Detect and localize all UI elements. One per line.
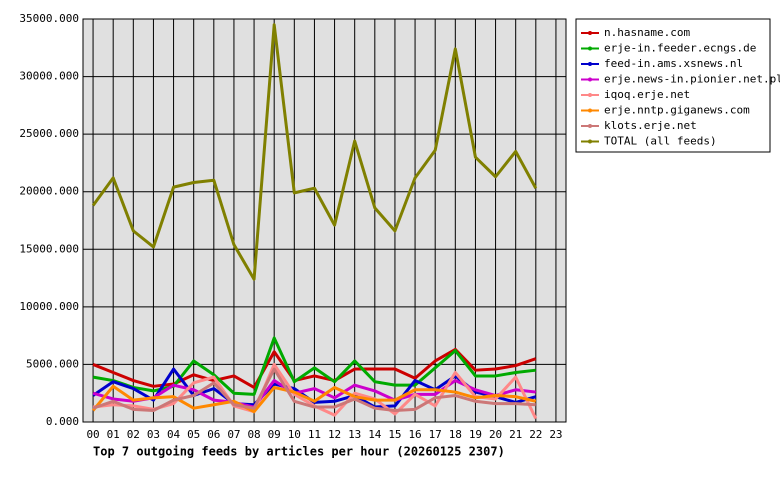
x-tick-label: 04 (167, 428, 181, 441)
series-line (92, 367, 536, 412)
legend-label: feed-in.ams.xsnews.nl (604, 57, 743, 70)
x-tick-label: 01 (107, 428, 120, 441)
x-tick-label: 22 (529, 428, 542, 441)
y-tick-label: 5000.000 (26, 357, 79, 370)
x-tick-label: 07 (227, 428, 240, 441)
x-tick-label: 16 (408, 428, 421, 441)
legend-marker (588, 31, 592, 35)
x-tick-label: 15 (388, 428, 401, 441)
x-tick-label: 13 (348, 428, 361, 441)
legend-marker (588, 124, 592, 128)
x-tick-label: 20 (489, 428, 502, 441)
series-line (91, 23, 538, 281)
legend-label: TOTAL (all feeds) (604, 135, 717, 148)
y-tick-label: 20000.000 (19, 185, 79, 198)
series-line (91, 384, 537, 414)
x-tick-label: 17 (429, 428, 442, 441)
x-tick-label: 05 (187, 428, 200, 441)
x-tick-label: 21 (509, 428, 522, 441)
x-tick-label: 12 (328, 428, 341, 441)
legend-label: erje.nntp.giganews.com (604, 104, 750, 117)
x-tick-label: 14 (368, 428, 382, 441)
y-tick-label: 30000.000 (19, 70, 79, 83)
series-line (92, 379, 536, 409)
legend-label: erje.news-in.pionier.net.pl (604, 73, 780, 86)
y-tick-label: 10000.000 (19, 300, 79, 313)
x-tick-label: 06 (207, 428, 220, 441)
legend-marker (588, 93, 592, 97)
legend-marker (588, 77, 592, 82)
legend-marker (588, 139, 592, 144)
legend-marker (588, 108, 592, 113)
legend-label: iqoq.erje.net (604, 88, 690, 101)
y-tick-label: 15000.000 (19, 242, 79, 255)
x-tick-label: 09 (268, 428, 281, 441)
x-tick-label: 02 (127, 428, 140, 441)
x-tick-label: 19 (469, 428, 482, 441)
y-tick-label: 35000.000 (19, 12, 79, 25)
x-tick-label: 10 (288, 428, 301, 441)
x-tick-label: 08 (247, 428, 260, 441)
x-tick-label: 23 (549, 428, 562, 441)
x-tick-label: 18 (449, 428, 462, 441)
series-line (92, 347, 537, 389)
legend-label: n.hasname.com (604, 26, 690, 39)
x-tick-label: 11 (308, 428, 321, 441)
plot-area (82, 18, 567, 423)
y-tick-label: 25000.000 (19, 127, 79, 140)
x-tick-label: 03 (147, 428, 160, 441)
legend-marker (588, 46, 592, 51)
chart-title: Top 7 outgoing feeds by articles per hou… (93, 445, 505, 459)
x-tick-label: 00 (86, 428, 99, 441)
legend-marker (588, 62, 592, 66)
y-tick-label: 0.000 (46, 415, 79, 428)
legend (575, 18, 771, 153)
legend-label: klots.erje.net (604, 119, 697, 132)
legend-label: erje-in.feeder.ecngs.de (604, 42, 756, 55)
